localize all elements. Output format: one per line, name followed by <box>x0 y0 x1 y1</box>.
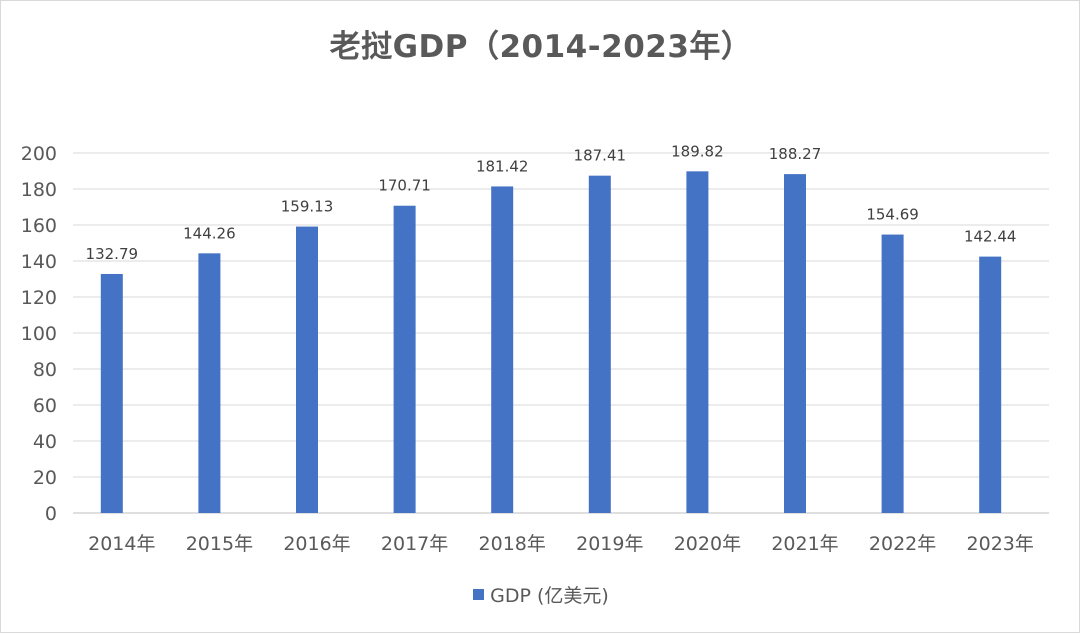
x-category-label: 2022年 <box>869 533 936 555</box>
x-category-label: 2015年 <box>186 533 253 555</box>
y-tick-label: 140 <box>21 251 57 273</box>
x-category-label: 2017年 <box>381 533 448 555</box>
chart-title: 老挝GDP（2014-2023年） <box>329 29 753 65</box>
x-category-label: 2018年 <box>479 533 546 555</box>
legend-label: GDP (亿美元) <box>490 585 609 607</box>
data-label: 142.44 <box>964 228 1017 246</box>
x-category-label: 2023年 <box>967 533 1034 555</box>
data-label: 188.27 <box>769 145 822 163</box>
x-category-label: 2021年 <box>771 533 838 555</box>
y-tick-label: 60 <box>33 395 57 417</box>
y-axis-ticks: 0 20 40 60 80 100 120 140 160 180 200 <box>21 143 57 525</box>
data-label: 154.69 <box>866 206 919 224</box>
bar <box>881 234 904 514</box>
data-label: 187.41 <box>574 147 627 165</box>
y-tick-label: 120 <box>21 287 57 309</box>
bar <box>784 174 806 513</box>
bar <box>979 256 1002 513</box>
x-category-label: 2016年 <box>283 533 350 555</box>
y-tick-label: 100 <box>21 323 57 345</box>
data-label: 181.42 <box>476 157 529 175</box>
data-label: 144.26 <box>183 224 236 242</box>
data-label: 189.82 <box>671 142 724 160</box>
legend: GDP (亿美元) <box>1 581 1080 608</box>
y-tick-label: 20 <box>33 467 57 489</box>
y-tick-label: 0 <box>45 503 57 525</box>
x-axis-categories: 2014年 2015年 2016年 2017年 2018年 2019年 2020年 2021年… <box>88 533 1034 555</box>
bar <box>686 171 709 513</box>
x-category-label: 2020年 <box>674 533 741 555</box>
bar <box>296 226 318 514</box>
data-label: 159.13 <box>281 198 334 216</box>
bar <box>100 273 123 513</box>
bars <box>100 171 1002 514</box>
x-category-label: 2019年 <box>576 533 643 555</box>
data-labels: 132.79 144.26 159.13 170.71 181.42 187.41 189.… <box>86 142 1017 263</box>
data-label: 132.79 <box>86 245 139 263</box>
bar <box>491 186 514 513</box>
legend-swatch <box>473 589 485 600</box>
bar <box>198 253 221 513</box>
y-tick-label: 40 <box>33 431 57 453</box>
y-tick-label: 160 <box>21 215 57 237</box>
y-tick-label: 180 <box>21 179 57 201</box>
bar <box>393 205 416 514</box>
y-tick-label: 200 <box>21 143 57 165</box>
bar <box>588 175 611 514</box>
gridlines <box>73 152 1049 514</box>
y-tick-label: 80 <box>33 359 57 381</box>
data-label: 170.71 <box>378 177 431 195</box>
x-category-label: 2014年 <box>88 533 155 555</box>
